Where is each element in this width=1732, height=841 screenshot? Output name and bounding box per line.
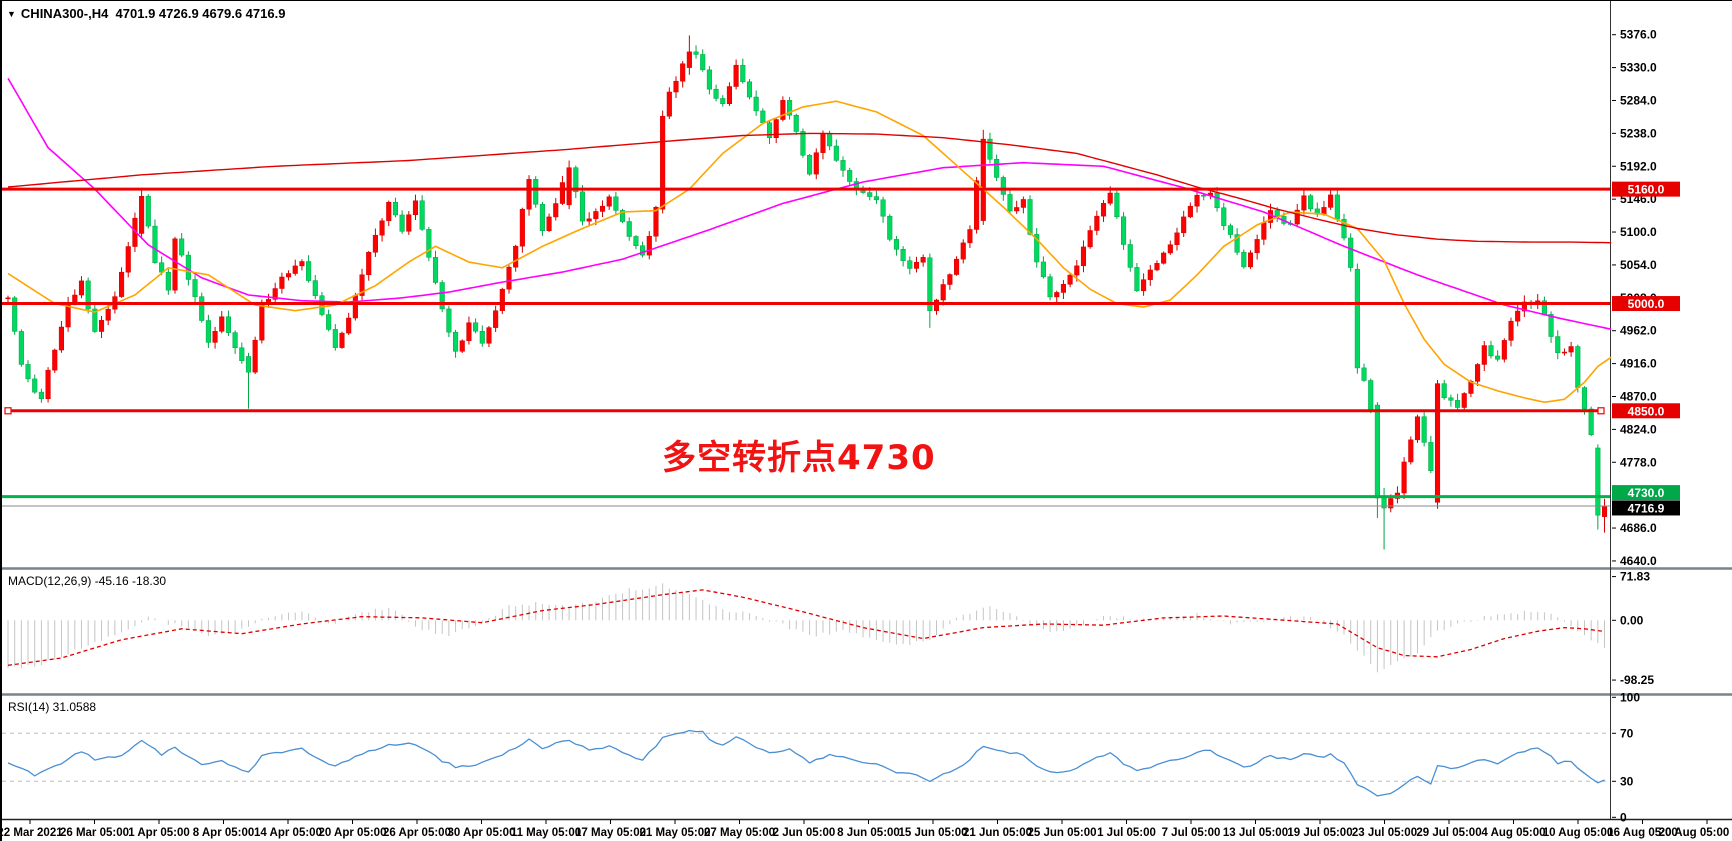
symbol-ohlc-text: CHINA300-,H4 4701.9 4726.9 4679.6 4716.9 <box>20 6 286 21</box>
rsi-line <box>7 729 1605 797</box>
chart-title: ▼ CHINA300-,H4 4701.9 4726.9 4679.6 4716… <box>7 6 285 21</box>
rsi-indicator-label: RSI(14) 31.0588 <box>8 700 97 714</box>
price-level-box <box>1612 403 1680 419</box>
macd-histogram <box>7 583 1606 673</box>
horizontal-level-lines <box>2 187 1610 507</box>
macd-indicator-label: MACD(12,26,9) -45.16 -18.30 <box>8 574 167 588</box>
svg-text:20 Apr 05:00: 20 Apr 05:00 <box>319 827 387 839</box>
svg-text:15 Jun 05:00: 15 Jun 05:00 <box>898 827 967 839</box>
svg-text:8 Apr 05:00: 8 Apr 05:00 <box>193 827 255 839</box>
svg-text:4640.0: 4640.0 <box>1620 554 1657 568</box>
svg-text:23 Jul 05:00: 23 Jul 05:00 <box>1352 827 1417 839</box>
svg-text:7 Jul 05:00: 7 Jul 05:00 <box>1162 827 1221 839</box>
svg-text:-98.25: -98.25 <box>1620 673 1654 687</box>
svg-text:13 Jul 05:00: 13 Jul 05:00 <box>1223 827 1288 839</box>
price-level-box <box>1612 296 1680 312</box>
svg-text:1 Apr 05:00: 1 Apr 05:00 <box>128 827 190 839</box>
svg-text:1 Jul 05:00: 1 Jul 05:00 <box>1097 827 1156 839</box>
svg-text:16 Aug 05:00: 16 Aug 05:00 <box>1607 827 1678 839</box>
svg-text:10 Aug 05:00: 10 Aug 05:00 <box>1543 827 1614 839</box>
trendline-handle[interactable] <box>4 407 12 415</box>
candles-layer <box>5 35 1608 550</box>
svg-text:4686.0: 4686.0 <box>1620 521 1657 535</box>
svg-text:70: 70 <box>1620 726 1634 740</box>
svg-text:30 Apr 05:00: 30 Apr 05:00 <box>448 827 516 839</box>
svg-text:17 May 05:00: 17 May 05:00 <box>575 827 646 839</box>
price-axis[interactable]: 5376.05330.05284.05238.05192.05146.05100… <box>1612 28 1680 825</box>
svg-text:5376.0: 5376.0 <box>1620 28 1657 42</box>
svg-text:29 Jul 05:00: 29 Jul 05:00 <box>1416 827 1481 839</box>
svg-text:5284.0: 5284.0 <box>1620 93 1657 107</box>
svg-text:14 Apr 05:00: 14 Apr 05:00 <box>254 827 322 839</box>
svg-text:4962.0: 4962.0 <box>1620 324 1657 338</box>
svg-text:20 Aug 05:00: 20 Aug 05:00 <box>1659 827 1730 839</box>
svg-text:71.83: 71.83 <box>1620 570 1650 584</box>
svg-text:4850.0: 4850.0 <box>1628 404 1665 418</box>
svg-text:0: 0 <box>1620 810 1627 824</box>
svg-text:22 Mar 2021: 22 Mar 2021 <box>0 827 63 839</box>
svg-text:4778.0: 4778.0 <box>1620 455 1657 469</box>
ma-magenta-line <box>7 77 1612 331</box>
svg-text:5192.0: 5192.0 <box>1620 159 1657 173</box>
svg-text:26 Apr 05:00: 26 Apr 05:00 <box>383 827 451 839</box>
svg-text:26 Mar 05:00: 26 Mar 05:00 <box>60 827 129 839</box>
svg-text:19 Jul 05:00: 19 Jul 05:00 <box>1287 827 1352 839</box>
symbol-dropdown-icon[interactable]: ▼ <box>7 9 16 19</box>
svg-text:27 May 05:00: 27 May 05:00 <box>704 827 775 839</box>
price-level-box <box>1612 500 1680 516</box>
svg-text:30: 30 <box>1620 774 1634 788</box>
svg-text:21 Jun 05:00: 21 Jun 05:00 <box>963 827 1032 839</box>
svg-text:4916.0: 4916.0 <box>1620 357 1657 371</box>
svg-text:21 May 05:00: 21 May 05:00 <box>640 827 711 839</box>
svg-text:5238.0: 5238.0 <box>1620 126 1657 140</box>
svg-text:2 Jun 05:00: 2 Jun 05:00 <box>773 827 836 839</box>
trendline-handle[interactable] <box>1597 407 1605 415</box>
svg-text:5330.0: 5330.0 <box>1620 61 1657 75</box>
svg-text:5054.0: 5054.0 <box>1620 258 1657 272</box>
rsi-level-lines <box>2 732 1610 782</box>
svg-text:5000.0: 5000.0 <box>1628 297 1665 311</box>
svg-text:4716.9: 4716.9 <box>1628 501 1665 515</box>
svg-text:4 Aug 05:00: 4 Aug 05:00 <box>1481 827 1545 839</box>
ma-red-line <box>7 132 1612 244</box>
price-level-box <box>1612 485 1680 501</box>
annotation-text: 多空转折点4730 <box>662 438 936 478</box>
macd-signal-line <box>7 589 1605 666</box>
svg-text:100: 100 <box>1620 690 1640 704</box>
svg-text:5160.0: 5160.0 <box>1628 183 1665 197</box>
svg-text:25 Jun 05:00: 25 Jun 05:00 <box>1027 827 1096 839</box>
svg-text:5100.0: 5100.0 <box>1620 225 1657 239</box>
svg-text:0.00: 0.00 <box>1620 613 1644 627</box>
ma-orange-line <box>7 100 1612 404</box>
price-level-box <box>1612 181 1680 197</box>
svg-text:4870.0: 4870.0 <box>1620 389 1657 403</box>
svg-text:4730.0: 4730.0 <box>1628 486 1665 500</box>
svg-text:8 Jun 05:00: 8 Jun 05:00 <box>837 827 900 839</box>
svg-text:11 May 05:00: 11 May 05:00 <box>511 827 581 839</box>
svg-text:4824.0: 4824.0 <box>1620 422 1657 436</box>
